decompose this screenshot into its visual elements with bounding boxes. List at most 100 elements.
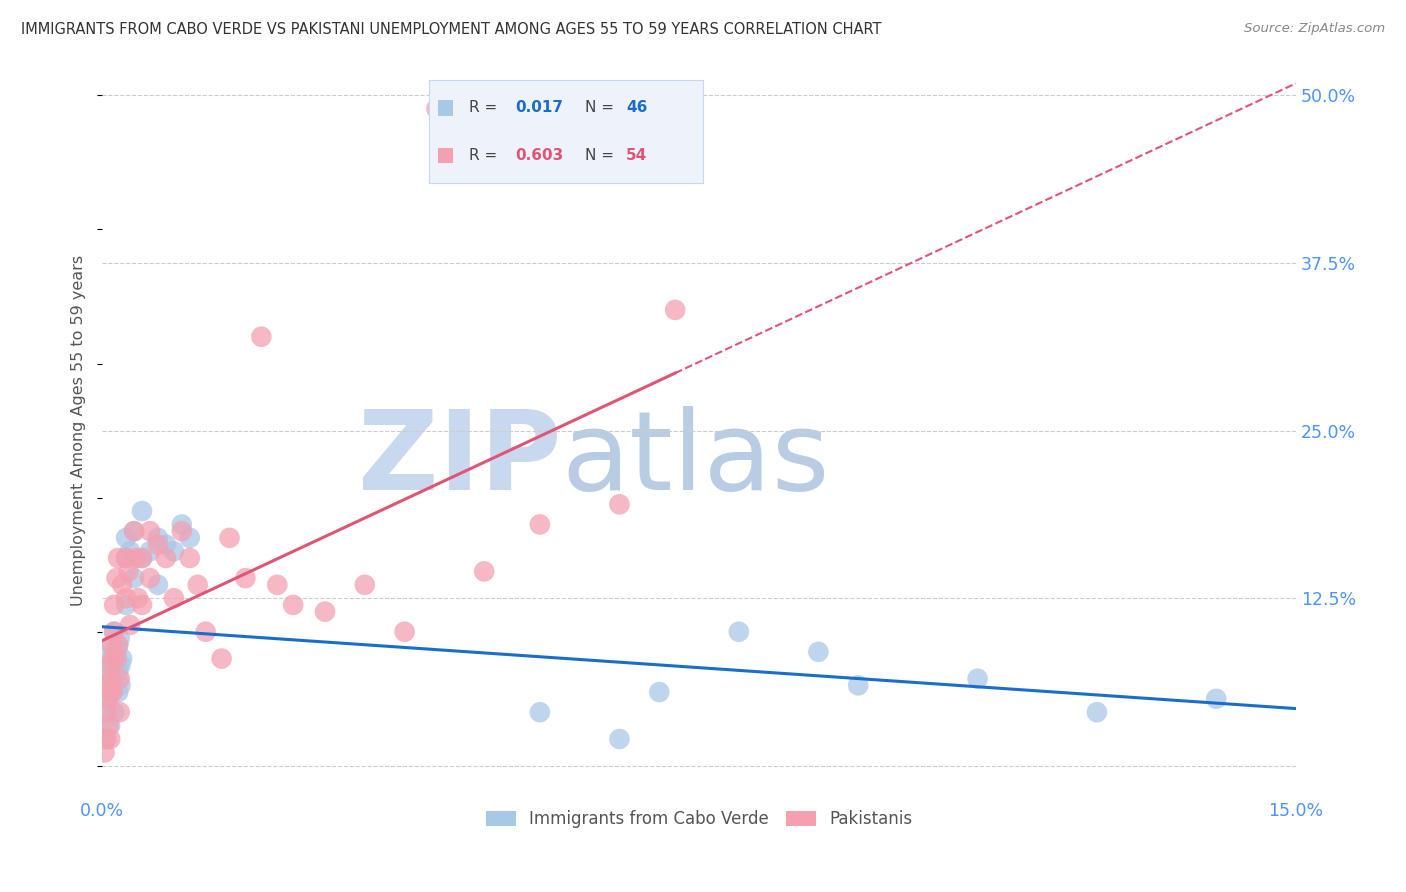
Point — [103, 598, 125, 612]
Point — [170, 517, 193, 532]
Point — [101, 658, 124, 673]
Point — [107, 685, 129, 699]
Point — [107, 638, 129, 652]
Point — [124, 551, 146, 566]
Point — [146, 578, 169, 592]
Text: N =: N = — [585, 148, 619, 162]
Point — [155, 538, 177, 552]
Point — [122, 524, 145, 538]
Text: R =: R = — [468, 148, 502, 162]
Point — [131, 551, 153, 566]
Point — [107, 665, 129, 679]
Point — [101, 651, 124, 665]
Point — [1205, 691, 1227, 706]
Point — [108, 672, 131, 686]
Point — [98, 731, 121, 746]
Point — [194, 624, 217, 639]
Point — [97, 678, 120, 692]
Point — [131, 504, 153, 518]
Point — [139, 571, 162, 585]
Text: 0.603: 0.603 — [515, 148, 564, 162]
Point — [108, 632, 131, 646]
Point — [139, 544, 162, 558]
Point — [93, 746, 115, 760]
Y-axis label: Unemployment Among Ages 55 to 59 years: Unemployment Among Ages 55 to 59 years — [72, 255, 86, 607]
Point — [117, 565, 139, 579]
Point — [105, 645, 128, 659]
Point — [122, 571, 145, 585]
Point — [139, 524, 162, 538]
Point — [96, 731, 118, 746]
Point — [727, 624, 749, 639]
Point — [100, 672, 122, 686]
Point — [163, 544, 186, 558]
Point — [115, 551, 138, 566]
Point — [98, 665, 121, 679]
Point — [96, 705, 118, 719]
Text: 46: 46 — [626, 101, 648, 115]
Point — [609, 497, 631, 511]
Point — [103, 651, 125, 665]
Point — [131, 598, 153, 612]
Point — [211, 651, 233, 665]
Point — [96, 731, 118, 746]
Point — [97, 691, 120, 706]
Point — [107, 551, 129, 566]
Point — [394, 624, 416, 639]
Text: N =: N = — [585, 101, 619, 115]
Point — [101, 685, 124, 699]
Text: Source: ZipAtlas.com: Source: ZipAtlas.com — [1244, 22, 1385, 36]
Point — [170, 524, 193, 538]
Point — [111, 651, 134, 665]
Point — [283, 598, 305, 612]
Text: IMMIGRANTS FROM CABO VERDE VS PAKISTANI UNEMPLOYMENT AMONG AGES 55 TO 59 YEARS C: IMMIGRANTS FROM CABO VERDE VS PAKISTANI … — [21, 22, 882, 37]
Text: R =: R = — [468, 101, 502, 115]
Point — [97, 678, 120, 692]
Point — [111, 578, 134, 592]
Point — [807, 645, 830, 659]
Point — [98, 718, 121, 732]
Point — [1085, 705, 1108, 719]
Point — [103, 705, 125, 719]
Point — [179, 551, 201, 566]
Point — [266, 578, 288, 592]
Point — [110, 678, 132, 692]
Point — [103, 624, 125, 639]
Point — [187, 578, 209, 592]
Point — [146, 538, 169, 552]
Point — [120, 544, 142, 558]
Point — [97, 718, 120, 732]
Legend: Immigrants from Cabo Verde, Pakistanis: Immigrants from Cabo Verde, Pakistanis — [479, 804, 918, 835]
Point — [115, 598, 138, 612]
Point — [353, 578, 375, 592]
Point — [115, 531, 138, 545]
Point — [846, 678, 869, 692]
Point — [609, 731, 631, 746]
Point — [664, 302, 686, 317]
Point — [179, 531, 201, 545]
Point — [218, 531, 240, 545]
Point — [250, 329, 273, 343]
Point — [529, 517, 551, 532]
Point — [472, 565, 495, 579]
Point — [155, 551, 177, 566]
Point — [108, 705, 131, 719]
Point — [103, 624, 125, 639]
Point — [115, 551, 138, 566]
Point — [120, 618, 142, 632]
Text: 54: 54 — [626, 148, 648, 162]
Point — [110, 658, 132, 673]
Point — [98, 685, 121, 699]
Point — [127, 591, 149, 606]
Point — [100, 638, 122, 652]
Point — [107, 638, 129, 652]
Text: atlas: atlas — [562, 406, 831, 513]
Point — [425, 102, 447, 116]
Point — [100, 672, 122, 686]
Point — [96, 705, 118, 719]
Point — [235, 571, 257, 585]
Point — [966, 672, 988, 686]
Point — [314, 605, 336, 619]
Point — [105, 651, 128, 665]
Point — [529, 705, 551, 719]
